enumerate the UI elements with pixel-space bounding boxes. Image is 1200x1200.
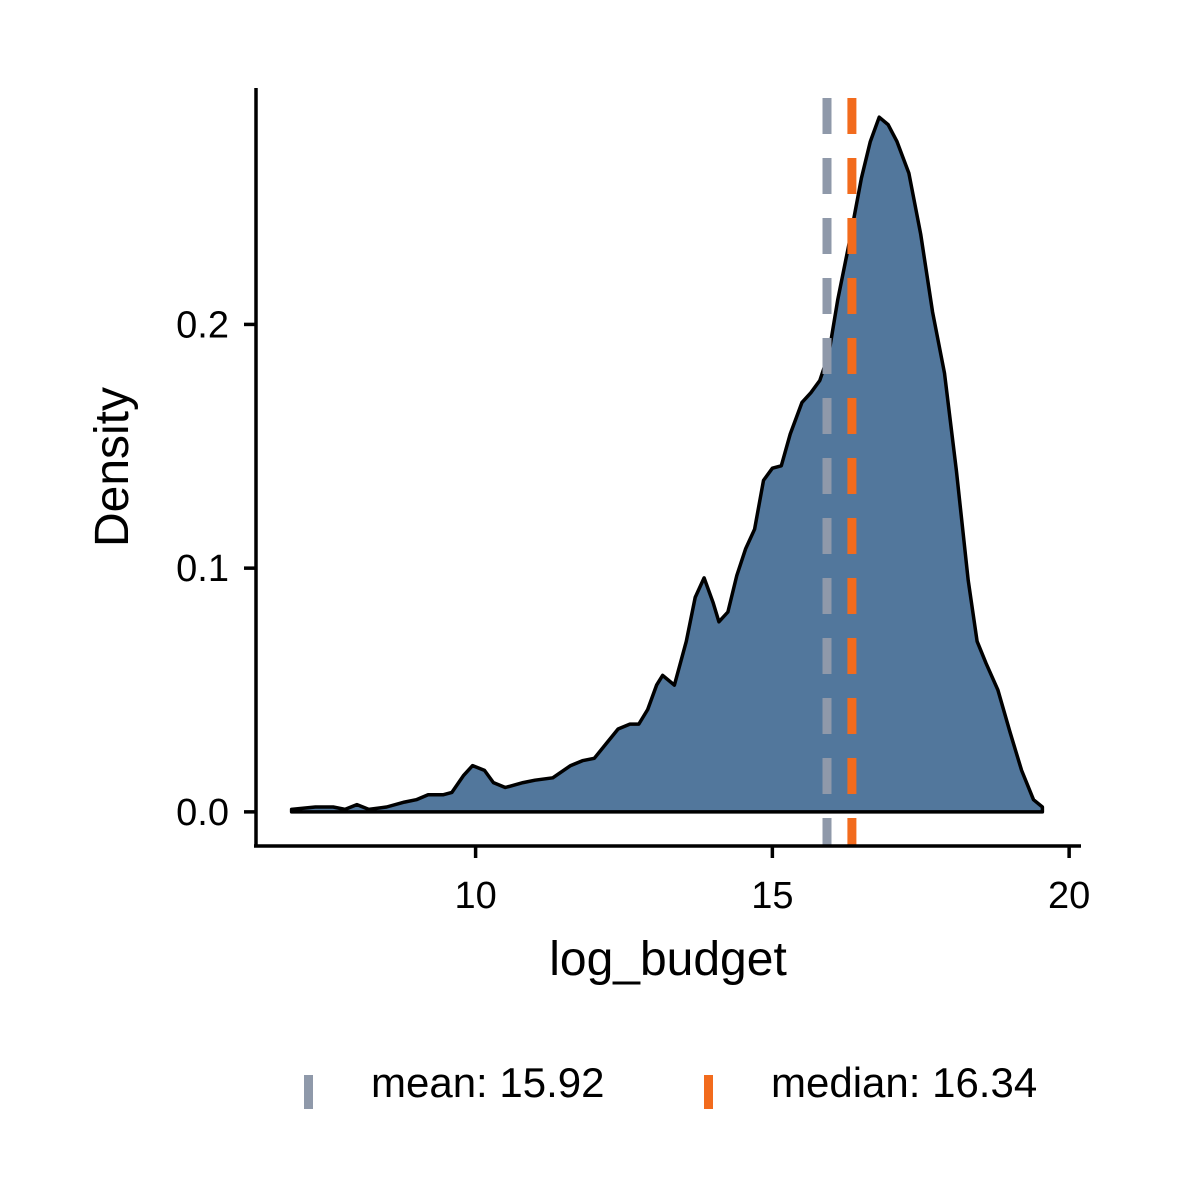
ticks: 10 15 20 0.0 0.1 0.2 bbox=[176, 304, 1090, 917]
axes bbox=[254, 88, 1081, 848]
y-tick-label: 0.2 bbox=[176, 304, 229, 346]
x-axis-title: log_budget bbox=[549, 933, 787, 986]
y-axis-title: Density bbox=[86, 387, 139, 547]
density-area bbox=[289, 115, 1045, 814]
x-tick-label: 10 bbox=[454, 875, 496, 917]
legend-label-median: median: 16.34 bbox=[771, 1059, 1037, 1106]
legend: mean: 15.92 median: 16.34 bbox=[304, 1059, 1037, 1109]
legend-key-mean bbox=[304, 1075, 313, 1109]
plot-area bbox=[289, 98, 1045, 846]
y-tick-label: 0.0 bbox=[176, 792, 229, 834]
legend-label-mean: mean: 15.92 bbox=[371, 1059, 605, 1106]
x-tick-label: 15 bbox=[751, 875, 793, 917]
legend-key-median bbox=[704, 1075, 713, 1109]
y-tick-label: 0.1 bbox=[176, 548, 229, 590]
x-tick-label: 20 bbox=[1048, 875, 1090, 917]
